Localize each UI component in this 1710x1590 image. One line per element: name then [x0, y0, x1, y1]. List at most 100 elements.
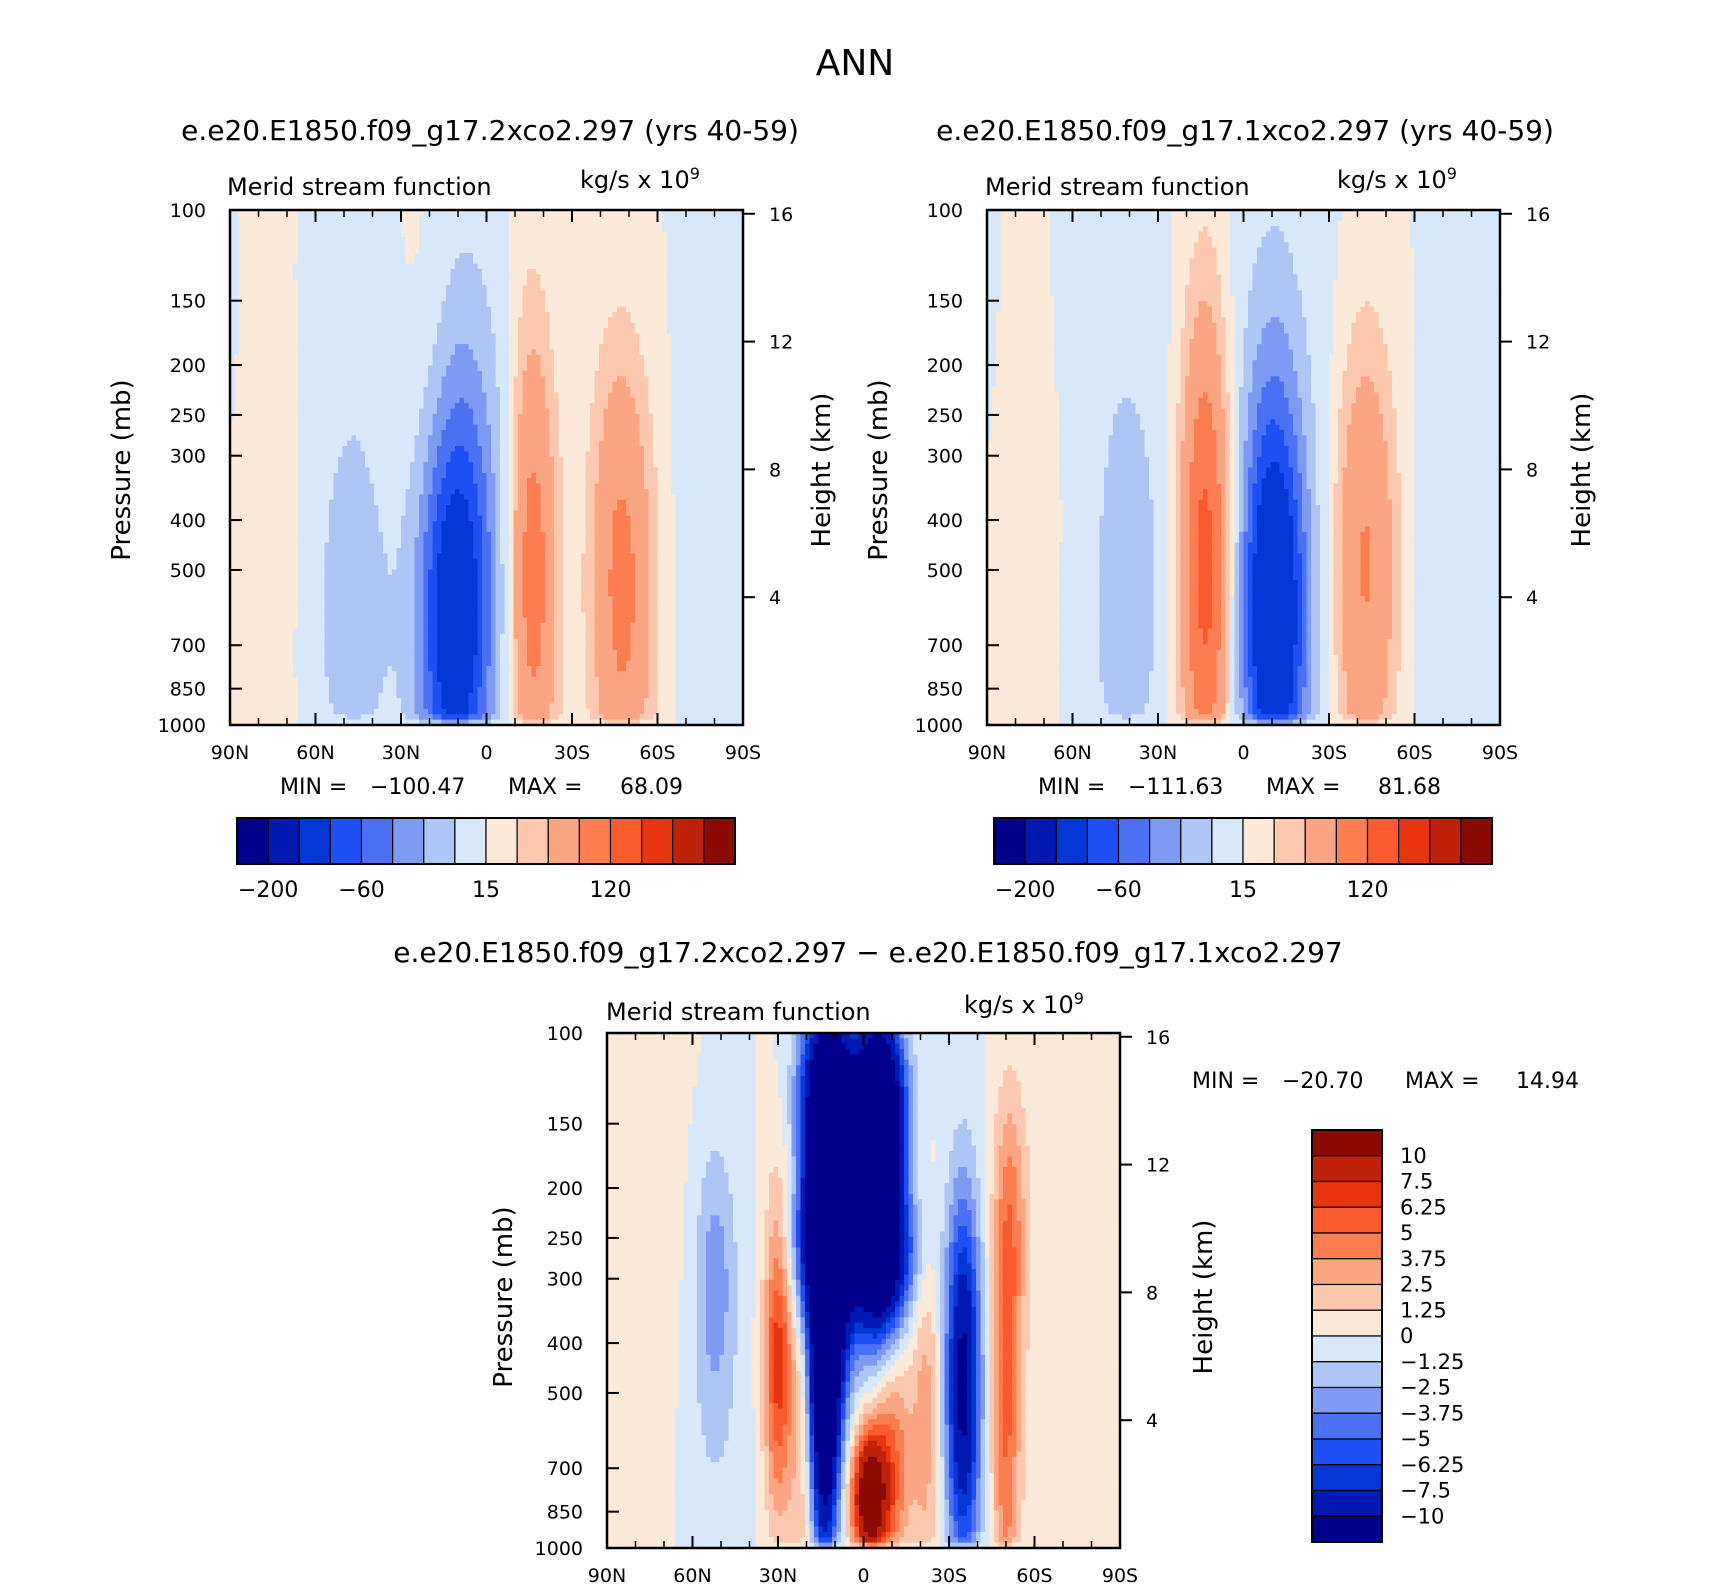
- field-cell: [414, 252, 420, 259]
- field-cell: [635, 424, 641, 431]
- field-cell: [621, 226, 627, 233]
- field-cell: [707, 424, 713, 431]
- field-cell: [554, 215, 560, 222]
- field-cell: [329, 215, 335, 222]
- field-cell: [320, 424, 326, 431]
- field-cell: [261, 429, 267, 436]
- field-cell: [311, 397, 317, 404]
- field-cell: [266, 306, 272, 313]
- field-cell: [612, 311, 618, 318]
- field-cell: [666, 301, 672, 308]
- field-cell: [653, 387, 659, 393]
- field-cell: [419, 440, 425, 447]
- field-cell: [648, 349, 654, 356]
- field-cell: [482, 252, 488, 259]
- field-cell: [594, 247, 600, 254]
- field-cell: [270, 317, 276, 324]
- field-cell: [428, 424, 434, 431]
- field-cell: [293, 403, 299, 410]
- panel-title: e.e20.E1850.f09_g17.2xco2.297 (yrs 40-59…: [181, 114, 799, 147]
- field-cell: [635, 387, 641, 393]
- field-cell: [347, 370, 353, 377]
- field-cell: [351, 435, 357, 442]
- field-cell: [707, 252, 713, 259]
- field-cell: [315, 269, 321, 275]
- field-cell: [594, 429, 600, 436]
- field-cell: [302, 301, 308, 308]
- field-cell: [545, 429, 551, 436]
- field-cell: [491, 274, 497, 281]
- field-cell: [302, 279, 308, 286]
- field-cell: [527, 328, 533, 334]
- field-cell: [338, 220, 344, 227]
- field-cell: [428, 365, 434, 372]
- field-cell: [486, 301, 492, 308]
- field-cell: [369, 328, 375, 334]
- field-cell: [738, 403, 743, 410]
- field-cell: [648, 376, 654, 383]
- field-cell: [567, 252, 573, 259]
- field-cell: [500, 231, 506, 238]
- field-cell: [383, 392, 389, 399]
- field-cell: [491, 279, 497, 286]
- field-cell: [639, 295, 645, 302]
- field-cell: [414, 311, 420, 318]
- field-cell: [666, 322, 672, 329]
- field-cell: [419, 344, 425, 351]
- field-cell: [680, 311, 686, 318]
- field-cell: [266, 220, 272, 227]
- field-cell: [518, 322, 524, 329]
- field-cell: [522, 354, 528, 361]
- field-cell: [626, 381, 632, 388]
- field-cell: [590, 220, 596, 227]
- field-cell: [432, 403, 438, 410]
- field-cell: [324, 365, 330, 372]
- field-cell: [423, 338, 429, 345]
- field-cell: [657, 301, 663, 308]
- field-cell: [297, 242, 303, 249]
- field-cell: [684, 370, 690, 377]
- field-cell: [324, 231, 330, 238]
- field-cell: [234, 220, 240, 227]
- field-cell: [342, 344, 348, 351]
- field-cell: [374, 274, 380, 281]
- field-cell: [639, 424, 645, 431]
- field-cell: [675, 435, 681, 442]
- field-cell: [369, 274, 375, 281]
- field-cell: [576, 311, 582, 318]
- field-cell: [626, 397, 632, 404]
- field-cell: [518, 435, 524, 442]
- field-cell: [383, 274, 389, 281]
- field-cell: [693, 333, 699, 340]
- field-cell: [693, 236, 699, 243]
- field-cell: [351, 269, 357, 275]
- field-cell: [558, 258, 564, 265]
- field-cell: [473, 403, 479, 410]
- field-cell: [311, 258, 317, 265]
- field-cell: [288, 333, 294, 340]
- field-cell: [738, 311, 743, 318]
- field-cell: [518, 328, 524, 334]
- field-cell: [261, 403, 267, 410]
- field-cell: [306, 210, 312, 216]
- field-cell: [680, 360, 686, 367]
- field-cell: [329, 333, 335, 340]
- field-cell: [684, 354, 690, 361]
- field-cell: [315, 231, 321, 238]
- field-cell: [720, 220, 726, 227]
- field-cell: [626, 333, 632, 340]
- field-cell: [617, 429, 623, 436]
- field-cell: [684, 322, 690, 329]
- field-cell: [311, 440, 317, 447]
- field-cell: [275, 370, 281, 377]
- field-cell: [612, 290, 618, 297]
- field-cell: [603, 392, 609, 399]
- field-cell: [527, 429, 533, 436]
- field-cell: [374, 269, 380, 275]
- field-cell: [284, 263, 290, 270]
- field-cell: [378, 429, 384, 436]
- field-cell: [680, 274, 686, 281]
- field-cell: [639, 274, 645, 281]
- field-cell: [320, 210, 326, 216]
- field-cell: [410, 236, 416, 243]
